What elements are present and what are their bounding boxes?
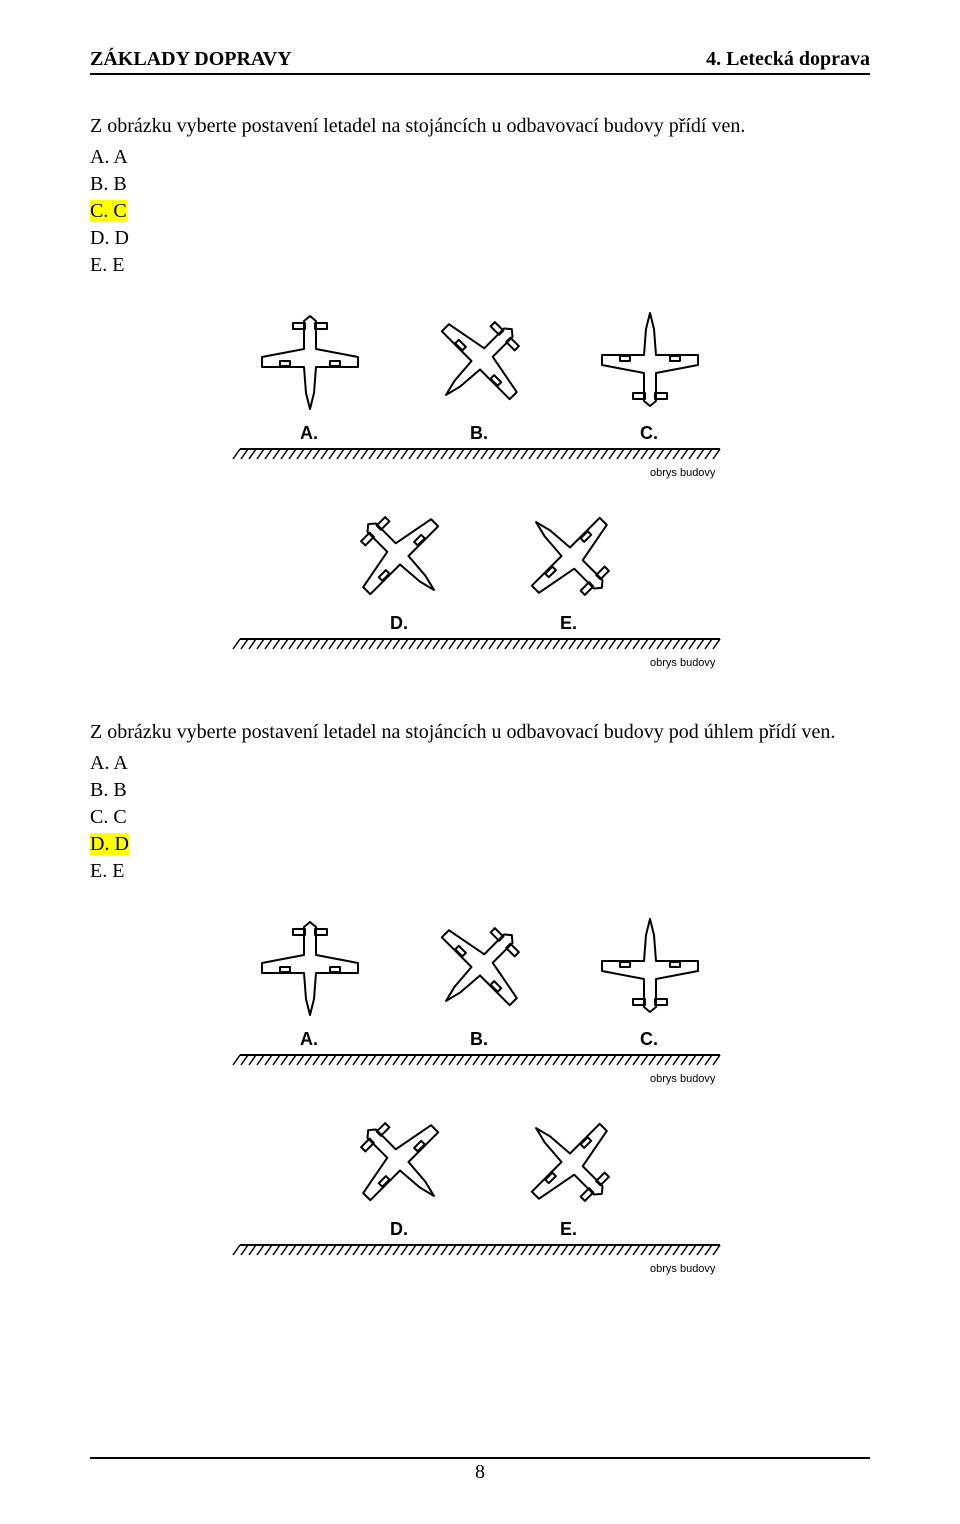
q1-option-b-label: B. B [90,173,127,195]
label-c2: C. [640,1029,658,1049]
obrys-label-2: obrys budovy [650,657,716,669]
plane-c-icon [602,313,698,406]
q2-option-c: C. C [90,804,870,831]
q2-option-e-label: E. E [90,860,124,882]
question-2-options: A. A B. B C. C D. D E. E [90,750,870,885]
plane-d-icon [334,490,468,624]
q1-option-d: D. D [90,225,870,252]
plane-a2-icon [262,922,358,1015]
q2-option-d-label: D. D [90,833,129,855]
obrys-label-3: obrys budovy [650,1073,716,1085]
figure-1: A. B. C. obrys budovy D. E. obrys budovy [200,291,760,671]
hatch-row1 [233,449,720,459]
label-b: B. [470,423,488,443]
plane-b2-icon [412,901,546,1035]
q2-option-e: E. E [90,858,870,885]
obrys-label-1: obrys budovy [650,467,716,479]
obrys-label-4: obrys budovy [650,1263,716,1275]
figure-2: A. B. C. obrys budovy D. E. obrys budovy [200,897,760,1277]
page-footer: 8 [90,1457,870,1484]
q1-option-e-label: E. E [90,254,124,276]
q2-option-a-label: A. A [90,752,128,774]
header-left: ZÁKLADY DOPRAVY [90,48,292,71]
q2-option-a: A. A [90,750,870,777]
q1-option-a-label: A. A [90,146,128,168]
plane-c2-icon [602,919,698,1012]
page: ZÁKLADY DOPRAVY 4. Letecká doprava Z obr… [0,0,960,1524]
label-b2: B. [470,1029,488,1049]
figure-2-svg: A. B. C. obrys budovy D. E. obrys budovy [200,897,760,1277]
q1-option-b: B. B [90,171,870,198]
q2-option-b: B. B [90,777,870,804]
page-number: 8 [90,1461,870,1484]
hatch-row1b [233,1055,720,1065]
hatch-row2 [233,639,720,649]
hatch-row2b [233,1245,720,1255]
label-d2: D. [390,1219,408,1239]
q2-option-c-label: C. C [90,806,127,828]
figure-1-svg: A. B. C. obrys budovy D. E. obrys budovy [200,291,760,671]
label-a2: A. [300,1029,318,1049]
q1-option-d-label: D. D [90,227,129,249]
q1-option-a: A. A [90,144,870,171]
label-a: A. [300,423,318,443]
label-d: D. [390,613,408,633]
plane-b-icon [412,295,546,429]
label-e: E. [560,613,577,633]
question-1-options: A. A B. B C. C D. D E. E [90,144,870,279]
plane-a-icon [262,316,358,409]
plane-e2-icon [502,1094,636,1228]
label-e2: E. [560,1219,577,1239]
page-header: ZÁKLADY DOPRAVY 4. Letecká doprava [90,48,870,75]
question-2-text: Z obrázku vyberte postavení letadel na s… [90,721,870,744]
plane-e-icon [502,488,636,622]
q2-option-b-label: B. B [90,779,127,801]
plane-d2-icon [334,1096,468,1230]
header-right: 4. Letecká doprava [706,48,870,71]
label-c: C. [640,423,658,443]
q1-option-c: C. C [90,198,870,225]
footer-rule [90,1457,870,1459]
q1-option-c-label: C. C [90,200,127,222]
q1-option-e: E. E [90,252,870,279]
q2-option-d: D. D [90,831,870,858]
question-1-text: Z obrázku vyberte postavení letadel na s… [90,115,870,138]
